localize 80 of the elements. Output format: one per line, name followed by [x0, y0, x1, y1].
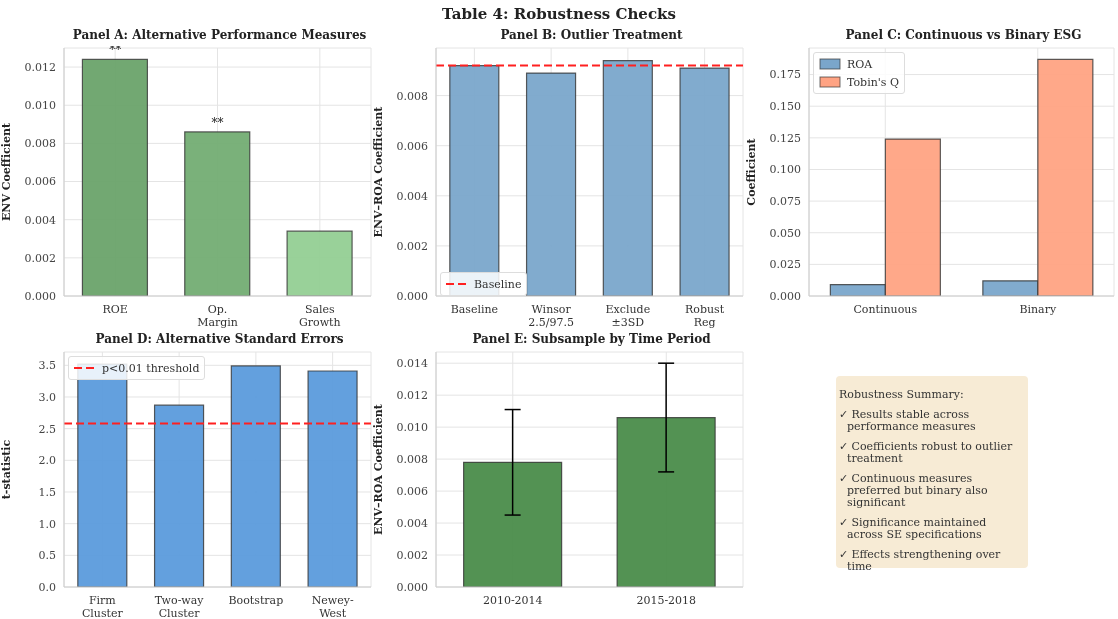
bar: [153, 404, 205, 587]
bar: [286, 230, 353, 296]
bar: [307, 370, 358, 587]
y-tick-label: 0.000: [396, 580, 428, 594]
y-tick-label: 0.100: [769, 163, 801, 177]
y-tick-label: 0.000: [24, 289, 56, 303]
bar: [184, 131, 251, 296]
text: Robustness Summary:: [839, 388, 965, 401]
chart-title: Panel A: Alternative Performance Measures: [72, 28, 367, 42]
y-tick-label: 1.0: [38, 517, 56, 531]
x-tick-label: Robust Reg: [685, 303, 725, 329]
y-tick-label: 0.002: [396, 548, 428, 562]
text: ✓ Results stable across performance measures: [839, 408, 977, 433]
legend-label: ROA: [847, 57, 873, 71]
y-tick-label: 0.000: [396, 289, 428, 303]
legend-label: Tobin's Q: [847, 75, 899, 89]
x-tick-label: 2010-2014: [482, 594, 543, 607]
y-tick-label: 0.010: [396, 421, 428, 435]
x-tick-label: Newey- West: [311, 594, 354, 619]
legend-label: p<0.01 threshold: [102, 361, 200, 375]
x-tick-label: Winsor 2.5/97.5: [528, 303, 574, 329]
y-tick-label: 0.000: [769, 289, 801, 303]
y-axis-title: ENV–ROA Coefficient: [371, 403, 385, 535]
x-tick-label: Continuous: [853, 303, 918, 316]
x-tick-label: Two-way Cluster: [154, 594, 205, 619]
y-tick-label: 0.175: [769, 68, 801, 82]
y-tick-label: 0.004: [396, 516, 428, 530]
x-tick-label: Bootstrap: [228, 594, 284, 607]
y-tick-label: 0.014: [396, 357, 428, 371]
y-tick-label: 0.008: [396, 453, 428, 467]
y-tick-label: 0.012: [396, 389, 428, 403]
y-tick-label: 2.5: [38, 422, 56, 436]
x-tick-label: Sales Growth: [299, 303, 341, 329]
y-tick-label: 0.006: [24, 175, 56, 189]
y-tick-label: 0.008: [396, 89, 428, 103]
y-tick-label: 1.5: [38, 485, 56, 499]
annotation: **: [211, 115, 224, 130]
x-tick-label: Op. Margin: [197, 303, 238, 329]
x-tick-label: Baseline: [450, 303, 499, 316]
x-tick-label: 2015-2018: [636, 594, 697, 607]
chart-title: Panel E: Subsample by Time Period: [471, 332, 712, 348]
y-tick-label: 0.002: [24, 251, 56, 265]
y-tick-label: 3.0: [38, 390, 56, 404]
y-axis-title: ENV–ROA Coefficient: [371, 105, 385, 238]
y-tick-label: 0.5: [38, 549, 56, 563]
y-tick-label: 0.004: [24, 213, 56, 227]
chart-title: Panel C: Continuous vs Binary ESG: [844, 28, 1083, 44]
y-axis-title: t-statistic: [0, 439, 13, 500]
y-tick-label: 0.025: [769, 258, 801, 272]
y-tick-label: 2.0: [38, 454, 56, 468]
bar: [230, 365, 281, 587]
y-axis-title: Coefficient: [744, 137, 758, 206]
text: Table 4: Robustness Checks: [441, 4, 677, 25]
y-tick-label: 0.125: [769, 131, 801, 145]
x-tick-label: Firm Cluster: [81, 594, 124, 619]
bar: [81, 58, 149, 296]
y-tick-label: 0.050: [769, 226, 801, 240]
text: ✓ Coefficients robust to outlier treatment: [839, 440, 1014, 465]
text: ✓ Continuous measures preferred but binary also significant: [839, 472, 989, 509]
y-tick-label: 0.012: [24, 60, 56, 74]
y-axis-title: ENV Coefficient: [0, 122, 13, 222]
y-tick-label: 0.0: [38, 580, 56, 594]
y-tick-label: 0.002: [396, 239, 428, 253]
x-tick-label: Binary: [1019, 303, 1057, 316]
y-tick-label: 0.150: [769, 100, 801, 114]
y-tick-label: 0.006: [396, 484, 428, 498]
chart-title: Panel B: Outlier Treatment: [499, 28, 684, 44]
y-tick-label: 0.008: [24, 137, 56, 151]
x-tick-label: Exclude ±3SD: [605, 303, 651, 329]
y-tick-label: 3.5: [38, 359, 56, 373]
legend-label: Baseline: [474, 277, 522, 291]
text: ✓ Effects strengthening over time: [839, 548, 1002, 573]
annotation: **: [109, 43, 122, 58]
y-tick-label: 0.010: [24, 99, 56, 113]
y-tick-label: 0.006: [396, 139, 428, 153]
text: ✓ Significance maintained across SE specifications: [839, 516, 988, 541]
chart-title: Panel D: Alternative Standard Errors: [94, 332, 345, 348]
y-tick-label: 0.004: [396, 189, 428, 203]
y-tick-label: 0.075: [769, 195, 801, 209]
x-tick-label: ROE: [102, 303, 128, 316]
